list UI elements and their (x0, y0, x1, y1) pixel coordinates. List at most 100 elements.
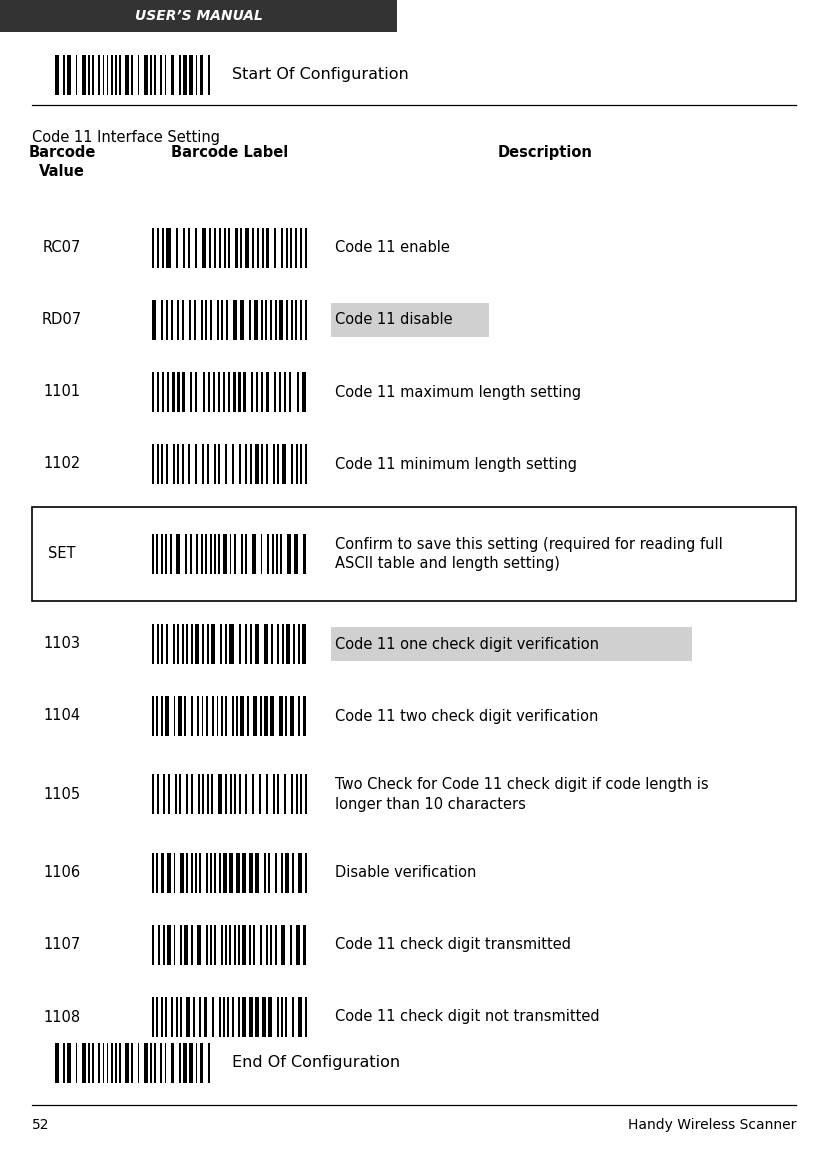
Bar (209, 534, 211, 574)
Bar (234, 774, 236, 815)
Bar (195, 624, 199, 664)
Bar (199, 55, 203, 95)
Bar (107, 55, 108, 95)
Text: USER’S MANUAL: USER’S MANUAL (135, 9, 262, 23)
Bar (161, 444, 163, 484)
Bar (150, 1043, 151, 1082)
Bar (214, 853, 216, 893)
Bar (218, 444, 220, 484)
Bar (254, 300, 257, 340)
Bar (197, 926, 201, 965)
Bar (152, 300, 155, 340)
Bar (183, 1043, 187, 1082)
Bar (103, 55, 104, 95)
Bar (137, 55, 139, 95)
Bar (179, 853, 184, 893)
Bar (199, 997, 201, 1037)
Bar (261, 444, 263, 484)
Bar (190, 853, 193, 893)
Bar (177, 300, 179, 340)
Bar (238, 774, 241, 815)
Bar (144, 1043, 147, 1082)
Bar (212, 997, 214, 1037)
Bar (190, 774, 193, 815)
Bar (303, 696, 306, 736)
Bar (222, 534, 227, 574)
Bar (249, 300, 251, 340)
Bar (179, 774, 181, 815)
Bar (160, 55, 162, 95)
Bar (218, 534, 220, 574)
Bar (249, 997, 252, 1037)
Bar (289, 372, 291, 412)
Bar (92, 55, 94, 95)
Text: Description: Description (497, 145, 592, 160)
Bar (209, 300, 212, 340)
Bar (156, 624, 159, 664)
Bar (67, 55, 71, 95)
Bar (131, 55, 133, 95)
Bar (229, 853, 233, 893)
Text: 1103: 1103 (44, 637, 80, 652)
Bar (240, 228, 242, 268)
Bar (161, 300, 163, 340)
Bar (302, 624, 306, 664)
Bar (207, 774, 208, 815)
Bar (249, 926, 251, 965)
Bar (218, 228, 221, 268)
Bar (266, 372, 268, 412)
Bar (115, 55, 117, 95)
Bar (32, 507, 795, 601)
Bar (287, 534, 290, 574)
Bar (213, 228, 216, 268)
Bar (260, 926, 261, 965)
Bar (218, 774, 222, 815)
Bar (265, 926, 268, 965)
Bar (261, 300, 262, 340)
Bar (217, 300, 218, 340)
Bar (295, 774, 297, 815)
Bar (167, 853, 170, 893)
Bar (250, 624, 251, 664)
Bar (255, 853, 259, 893)
Bar (189, 300, 191, 340)
Bar (286, 300, 288, 340)
Bar (280, 228, 283, 268)
Bar (207, 624, 208, 664)
Text: RC07: RC07 (43, 240, 81, 255)
Bar (152, 926, 154, 965)
Bar (281, 997, 283, 1037)
Text: Handy Wireless Scanner: Handy Wireless Scanner (627, 1118, 795, 1132)
Bar (295, 300, 297, 340)
Bar (236, 696, 237, 736)
Bar (299, 300, 302, 340)
Bar (274, 372, 276, 412)
Text: 1106: 1106 (43, 866, 80, 881)
Bar (171, 997, 173, 1037)
Bar (270, 926, 272, 965)
Bar (238, 624, 241, 664)
Bar (265, 300, 267, 340)
Bar (75, 1043, 78, 1082)
Bar (272, 444, 275, 484)
Bar (261, 534, 262, 574)
Bar (220, 624, 222, 664)
Bar (67, 1043, 71, 1082)
Text: Barcode Label: Barcode Label (170, 145, 288, 160)
Bar (268, 997, 272, 1037)
Bar (268, 853, 270, 893)
Text: Disable verification: Disable verification (335, 866, 476, 881)
Bar (200, 300, 203, 340)
Bar (165, 300, 168, 340)
Text: Barcode
Value: Barcode Value (28, 145, 96, 179)
Bar (252, 228, 254, 268)
Bar (270, 300, 272, 340)
Bar (203, 997, 208, 1037)
Bar (298, 624, 299, 664)
Bar (208, 1043, 209, 1082)
Bar (98, 1043, 100, 1082)
Bar (195, 853, 197, 893)
Bar (174, 774, 177, 815)
Bar (156, 774, 159, 815)
Bar (195, 55, 197, 95)
